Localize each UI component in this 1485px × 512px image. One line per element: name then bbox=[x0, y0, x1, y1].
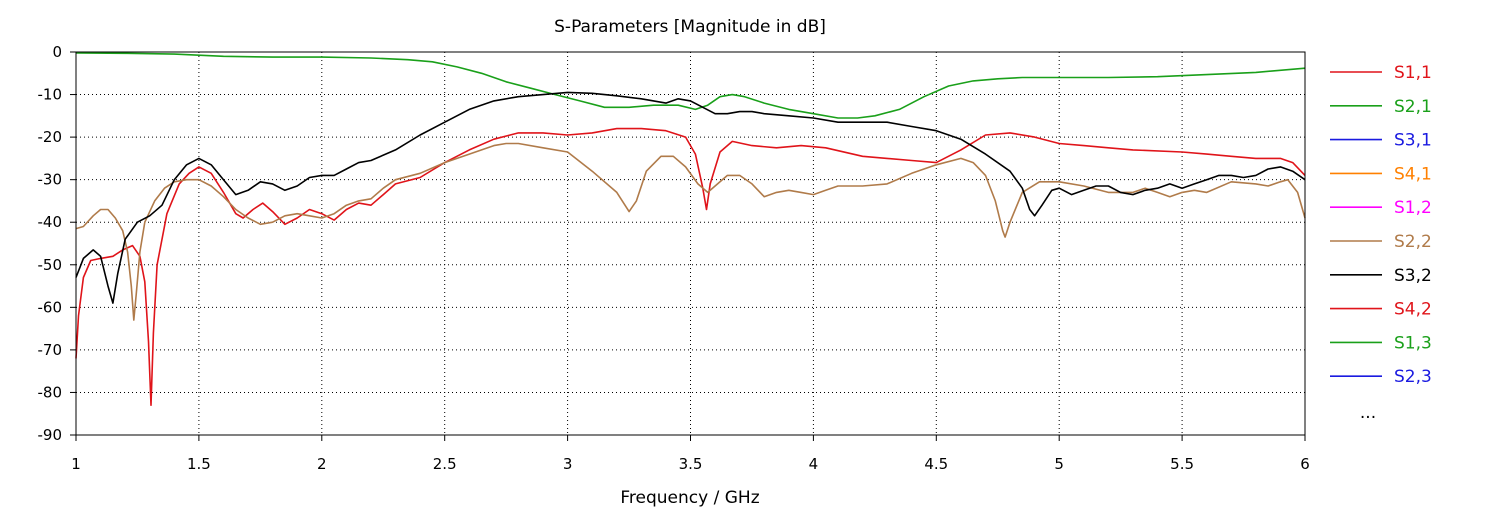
series-line-S3-2[interactable] bbox=[75, 91, 1306, 304]
legend-item-S3-2[interactable]: S3,2 bbox=[1330, 266, 1432, 286]
legend-more-indicator[interactable]: ... bbox=[1360, 403, 1376, 423]
legend-item-S2-1[interactable]: S2,1 bbox=[1330, 97, 1432, 117]
series-line-S1-1[interactable] bbox=[75, 127, 1306, 406]
y-tick-label: -30 bbox=[38, 171, 63, 189]
chart-title: S-Parameters [Magnitude in dB] bbox=[554, 17, 826, 37]
y-tick-label: -60 bbox=[38, 298, 63, 316]
x-axis-title: Frequency / GHz bbox=[620, 488, 759, 508]
x-tick-label: 5 bbox=[1054, 455, 1064, 473]
y-tick-label: -50 bbox=[38, 256, 63, 274]
legend-label: S1,1 bbox=[1394, 63, 1432, 83]
legend-label: S3,2 bbox=[1394, 266, 1432, 286]
legend-item-S1-3[interactable]: S1,3 bbox=[1330, 333, 1432, 353]
legend-item-S1-2[interactable]: S1,2 bbox=[1330, 198, 1432, 218]
legend-item-S4-1[interactable]: S4,1 bbox=[1330, 164, 1432, 184]
y-tick-label: -20 bbox=[38, 128, 63, 146]
legend-label: S4,1 bbox=[1394, 164, 1432, 184]
legend: S1,1 S2,1 S3,1 S4,1 S1,2 S2,2 S3,2 S4,2 S1,3 S2,3 bbox=[1330, 63, 1432, 387]
x-tick-label: 6 bbox=[1300, 455, 1310, 473]
legend-label: S2,3 bbox=[1394, 367, 1432, 387]
y-tick-label: -70 bbox=[38, 341, 63, 359]
grid bbox=[76, 52, 1305, 435]
x-tick-label: 3 bbox=[563, 455, 573, 473]
x-tick-label: 1 bbox=[71, 455, 81, 473]
y-tick-label: -80 bbox=[38, 383, 63, 401]
x-tick-label: 3.5 bbox=[679, 455, 703, 473]
legend-item-S2-3[interactable]: S2,3 bbox=[1330, 367, 1432, 387]
legend-label: S1,2 bbox=[1394, 198, 1432, 218]
legend-label: S1,3 bbox=[1394, 333, 1432, 353]
x-tick-label: 4.5 bbox=[924, 455, 948, 473]
x-tick-label: 2.5 bbox=[433, 455, 457, 473]
y-tick-label: -40 bbox=[38, 213, 63, 231]
series-line-S2-2[interactable] bbox=[75, 142, 1306, 321]
axis-ticks: 1 1.5 2 2.5 3 3.5 4 4.5 5 5.5 6 0 -10 -20 -30 -40 -50 -60… bbox=[38, 43, 1310, 473]
series-line-S2-1[interactable] bbox=[75, 52, 1306, 119]
x-tick-label: 2 bbox=[317, 455, 327, 473]
legend-item-S1-1[interactable]: S1,1 bbox=[1330, 63, 1432, 83]
legend-item-S4-2[interactable]: S4,2 bbox=[1330, 300, 1432, 320]
x-tick-label: 1.5 bbox=[187, 455, 211, 473]
legend-label: S2,1 bbox=[1394, 97, 1432, 117]
y-tick-label: -90 bbox=[38, 426, 63, 444]
legend-label: S3,1 bbox=[1394, 131, 1432, 151]
legend-item-S2-2[interactable]: S2,2 bbox=[1330, 232, 1432, 252]
y-tick-label: -10 bbox=[38, 86, 63, 104]
legend-item-S3-1[interactable]: S3,1 bbox=[1330, 131, 1432, 151]
x-tick-label: 5.5 bbox=[1170, 455, 1194, 473]
y-tick-label: 0 bbox=[52, 43, 62, 61]
legend-label: S4,2 bbox=[1394, 300, 1432, 320]
series-lines bbox=[75, 52, 1306, 406]
legend-label: S2,2 bbox=[1394, 232, 1432, 252]
x-tick-label: 4 bbox=[809, 455, 819, 473]
